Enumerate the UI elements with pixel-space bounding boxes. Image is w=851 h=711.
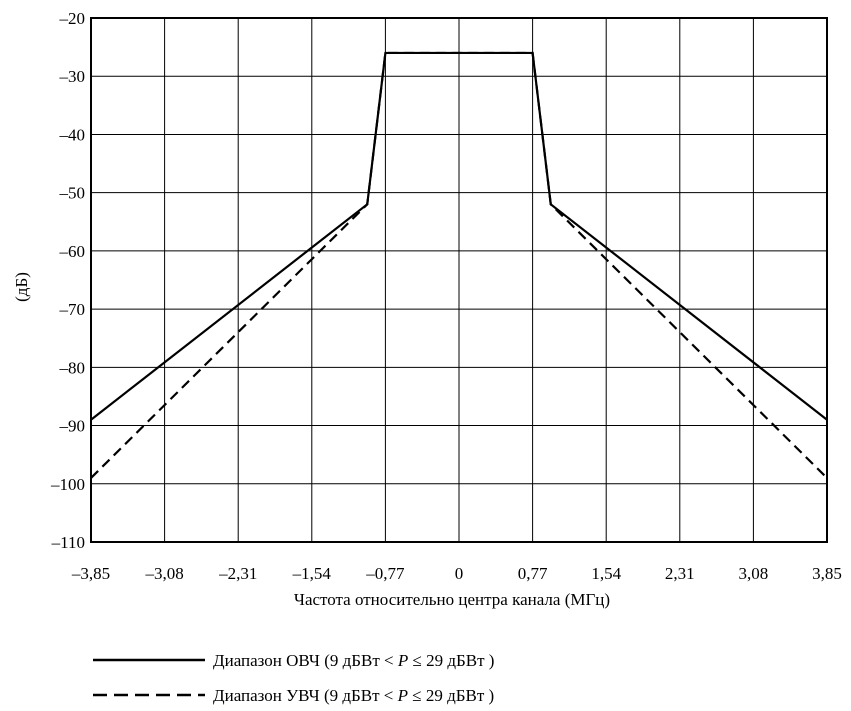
legend: Диапазон ОВЧ (9 дБВт < P ≤ 29 дБВт ) Диап… <box>93 651 494 705</box>
y-tick-label: –60 <box>59 242 86 261</box>
x-tick-label: –1,54 <box>292 564 332 583</box>
x-tick-label: 2,31 <box>665 564 695 583</box>
y-tick-label: –20 <box>59 9 86 28</box>
uhf-series-line <box>90 51 828 479</box>
y-tick-label: –30 <box>59 67 86 86</box>
x-tick-label: 1,54 <box>591 564 621 583</box>
x-tick-label: 3,85 <box>812 564 842 583</box>
y-axis-title: (дБ) <box>12 272 31 302</box>
y-tick-label: –40 <box>59 125 86 144</box>
legend-label-uhf: Диапазон УВЧ (9 дБВт < P ≤ 29 дБВт ) <box>213 686 494 705</box>
y-tick-label: –110 <box>51 533 85 552</box>
y-tick-label: –50 <box>59 184 86 203</box>
grid <box>91 18 827 542</box>
y-tick-label: –100 <box>50 475 85 494</box>
x-tick-label: –2,31 <box>218 564 257 583</box>
y-tick-label: –80 <box>59 358 86 377</box>
plot-frame <box>90 17 828 543</box>
x-tick-label: 0 <box>455 564 464 583</box>
x-tick-label: 0,77 <box>518 564 548 583</box>
series-layer <box>90 51 828 479</box>
x-tick-label: –3,08 <box>144 564 183 583</box>
x-tick-labels: –3,85 –3,08 –2,31 –1,54 –0,77 0 0,77 1,54 2,31 3,… <box>71 564 842 583</box>
x-axis-title: Частота относительно центра канала (МГц) <box>294 590 610 609</box>
y-tick-label: –90 <box>59 417 86 436</box>
y-tick-label: –70 <box>59 300 86 319</box>
y-tick-labels: –20 –30 –40 –50 –60 –70 –80 –90 –100 –110 <box>50 9 85 552</box>
legend-label-vhf: Диапазон ОВЧ (9 дБВт < P ≤ 29 дБВт ) <box>213 651 494 670</box>
x-tick-label: –3,85 <box>71 564 110 583</box>
x-tick-label: 3,08 <box>739 564 769 583</box>
x-tick-label: –0,77 <box>365 564 405 583</box>
